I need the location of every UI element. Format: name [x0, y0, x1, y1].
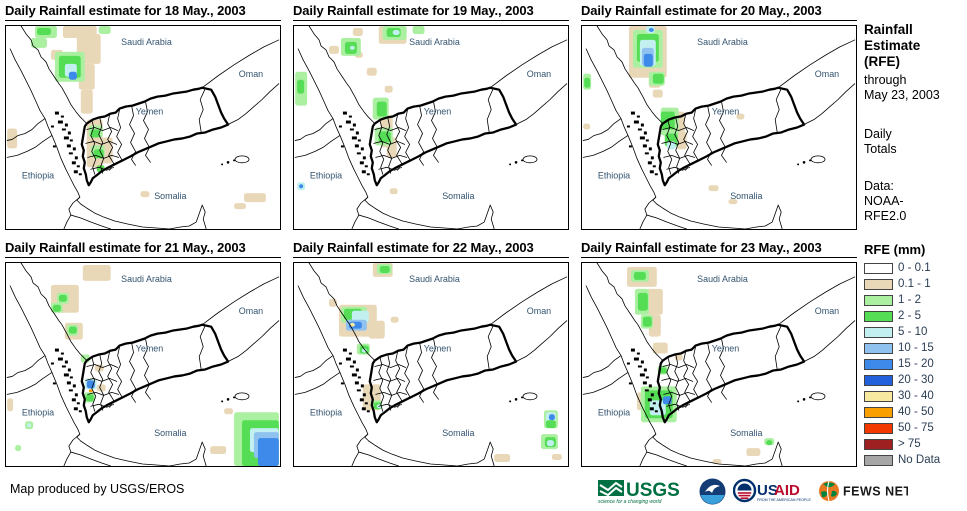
sidebar-title-line: (RFE): [864, 54, 900, 69]
legend-label: 15 - 20: [898, 358, 934, 370]
usaid-wordmark-us: US: [757, 482, 778, 499]
fewsnet-globe-icon: [819, 480, 839, 502]
sidebar-date: May 23, 2003: [864, 88, 940, 102]
map-panel-21-may: Daily Rainfall estimate for 21 May., 200…: [5, 240, 281, 467]
maps-grid: Daily Rainfall estimate for 18 May., 200…: [5, 3, 857, 467]
map-canvas: [5, 25, 281, 230]
legend-row: > 75: [864, 436, 964, 452]
legend-swatch: [864, 294, 893, 306]
panel-title: Daily Rainfall estimate for 20 May., 200…: [581, 3, 857, 21]
sidebar-through: through: [864, 73, 907, 87]
usaid-logo: US AID FROM THE AMERICAN PEOPLE: [733, 478, 811, 503]
legend-row: 0.1 - 1: [864, 276, 964, 292]
legend-label: 40 - 50: [898, 406, 934, 418]
legend-row: 5 - 10: [864, 324, 964, 340]
legend-swatch: [864, 422, 893, 434]
legend-swatch: [864, 278, 893, 290]
legend-row: 2 - 5: [864, 308, 964, 324]
legend-label: 5 - 10: [898, 326, 928, 338]
sidebar-title-line: Estimate: [864, 38, 921, 53]
legend-swatch: [864, 454, 893, 466]
sidebar: Rainfall Estimate (RFE) through May 23, …: [864, 22, 964, 468]
noaa-bird-icon: [705, 484, 720, 493]
usgs-tagline: science for a changing world: [598, 499, 662, 505]
legend-row: 0 - 0.1: [864, 260, 964, 276]
usgs-flag-icon: [599, 481, 623, 497]
usgs-logo: USGS science for a changing world: [598, 480, 680, 505]
legend-row: 10 - 15: [864, 340, 964, 356]
legend-label: 10 - 15: [898, 342, 934, 354]
panel-title: Daily Rainfall estimate for 21 May., 200…: [5, 240, 281, 258]
noaa-logo: [699, 478, 726, 504]
sidebar-totals: Totals: [864, 142, 897, 156]
legend-label: 20 - 30: [898, 374, 934, 386]
legend-swatch: [864, 310, 893, 322]
map-panel-20-may: Daily Rainfall estimate for 20 May., 200…: [581, 3, 857, 230]
legend-swatch: [864, 374, 893, 386]
legend-swatch: [864, 358, 893, 370]
legend-row: 50 - 75: [864, 420, 964, 436]
map-panel-22-may: Daily Rainfall estimate for 22 May., 200…: [293, 240, 569, 467]
legend: 0 - 0.1 0.1 - 1 1 - 2 2 - 5 5 - 10 10 - …: [864, 260, 964, 468]
map-canvas: [581, 262, 857, 467]
map-canvas: [293, 25, 569, 230]
map-canvas: [293, 262, 569, 467]
map-credit: Map produced by USGS/EROS: [10, 482, 185, 496]
map-panel-19-may: Daily Rainfall estimate for 19 May., 200…: [293, 3, 569, 230]
legend-swatch: [864, 390, 893, 402]
legend-label: 30 - 40: [898, 390, 934, 402]
legend-row: 40 - 50: [864, 404, 964, 420]
legend-row: 1 - 2: [864, 292, 964, 308]
legend-row: 20 - 30: [864, 372, 964, 388]
legend-row: 15 - 20: [864, 356, 964, 372]
legend-row: No Data: [864, 452, 964, 468]
panel-title: Daily Rainfall estimate for 23 May., 200…: [581, 240, 857, 258]
footer-logos: USGS science for a changing world US AID…: [598, 477, 908, 505]
legend-swatch: [864, 262, 893, 274]
legend-label: 50 - 75: [898, 422, 934, 434]
map-canvas: [581, 25, 857, 230]
sidebar-daily: Daily: [864, 127, 892, 141]
legend-swatch: [864, 342, 893, 354]
legend-label: 0.1 - 1: [898, 278, 931, 290]
sidebar-data-label: Data:: [864, 179, 894, 193]
sidebar-title-line: Rainfall: [864, 22, 913, 37]
panel-title: Daily Rainfall estimate for 19 May., 200…: [293, 3, 569, 21]
panel-title: Daily Rainfall estimate for 18 May., 200…: [5, 3, 281, 21]
map-canvas: [5, 262, 281, 467]
legend-swatch: [864, 326, 893, 338]
panel-title: Daily Rainfall estimate for 22 May., 200…: [293, 240, 569, 258]
usaid-wordmark-aid: AID: [774, 482, 800, 499]
fewsnet-wordmark: FEWS NET: [843, 485, 908, 499]
sidebar-data-source: NOAA-: [864, 194, 904, 208]
usaid-tagline: FROM THE AMERICAN PEOPLE: [757, 498, 811, 502]
legend-label: No Data: [898, 454, 941, 466]
legend-label: 1 - 2: [898, 294, 922, 306]
legend-label: 0 - 0.1: [898, 262, 931, 274]
legend-swatch: [864, 406, 893, 418]
map-panel-18-may: Daily Rainfall estimate for 18 May., 200…: [5, 3, 281, 230]
map-panel-23-may: Daily Rainfall estimate for 23 May., 200…: [581, 240, 857, 467]
legend-label: > 75: [898, 438, 921, 450]
usgs-wordmark: USGS: [626, 480, 680, 501]
fewsnet-logo: FEWS NET: [819, 480, 908, 502]
legend-title: RFE (mm): [864, 242, 926, 257]
legend-swatch: [864, 438, 893, 450]
sidebar-data-source: RFE2.0: [864, 209, 907, 223]
legend-row: 30 - 40: [864, 388, 964, 404]
legend-label: 2 - 5: [898, 310, 922, 322]
